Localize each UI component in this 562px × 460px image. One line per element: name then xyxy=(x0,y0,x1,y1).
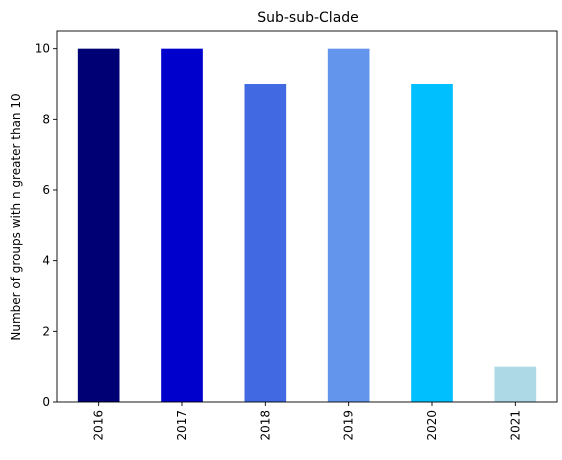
x-tick-label-2018: 2018 xyxy=(258,410,272,441)
x-tick-label-2021: 2021 xyxy=(508,410,522,441)
y-tick-label: 4 xyxy=(42,254,50,268)
x-tick-label-2019: 2019 xyxy=(342,410,356,441)
x-tick-label-2017: 2017 xyxy=(175,410,189,441)
bar-2019 xyxy=(327,48,370,403)
y-tick-label: 2 xyxy=(42,324,50,338)
y-tick-label: 10 xyxy=(35,42,50,56)
x-tick-label-2020: 2020 xyxy=(425,410,439,441)
y-axis-label: Number of groups with n greater than 10 xyxy=(9,93,23,340)
bar-2018 xyxy=(244,84,287,402)
plot-frame xyxy=(56,30,558,403)
axes-layer: 0 2 4 6 8 10 2016 2017 2018 2019 2020 2021 xyxy=(35,30,558,441)
y-tick-label: 8 xyxy=(42,112,50,126)
bar-2017 xyxy=(161,48,203,403)
y-tick-label: 6 xyxy=(42,183,50,197)
bar-2016 xyxy=(77,48,120,403)
chart-title: Sub-sub-Clade xyxy=(257,10,359,26)
y-tick-label: 0 xyxy=(42,395,50,409)
bar-2020 xyxy=(411,84,453,402)
bar-2021 xyxy=(494,366,537,402)
x-tick-label-2016: 2016 xyxy=(92,410,106,441)
bars-layer xyxy=(77,48,537,403)
